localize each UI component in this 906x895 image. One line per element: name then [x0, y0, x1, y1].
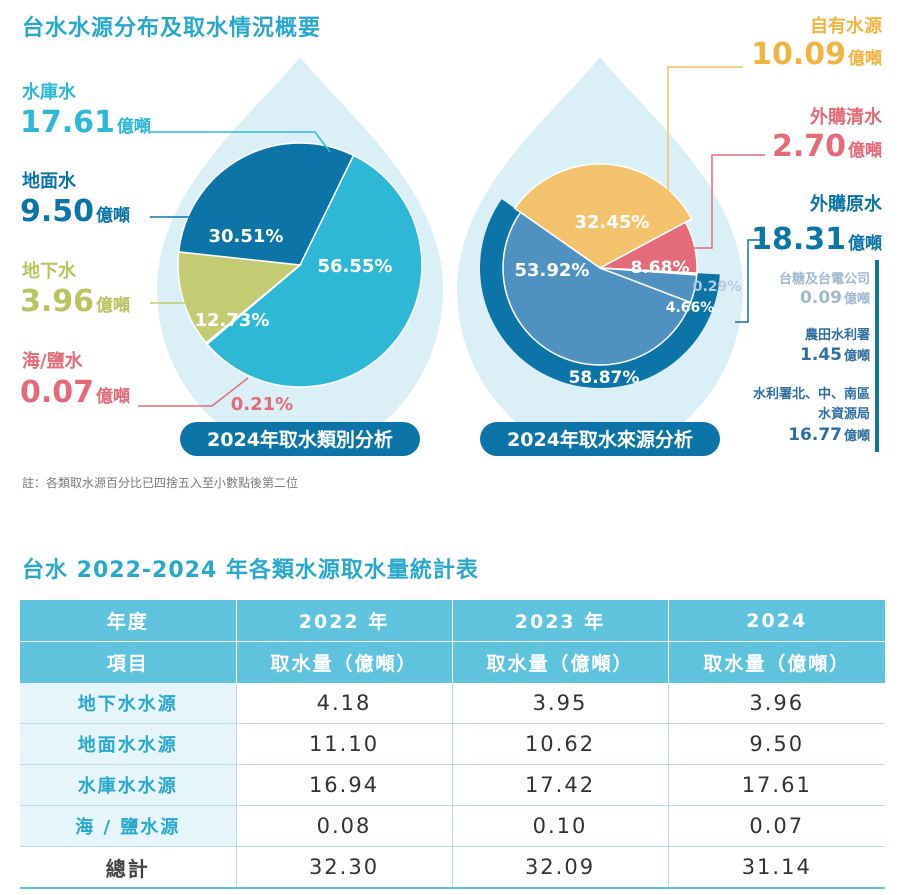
table-row: 海 / 鹽水源 0.08 0.10 0.07: [20, 805, 885, 847]
sub-sugar-power-name: 台糖及台電公司: [778, 272, 870, 287]
pie-label-right-2: 0.29%: [693, 279, 742, 295]
section-title-distribution: 台水水源分布及取水情況概要: [22, 16, 322, 41]
charts-svg: 56.55% 0.21% 12.73% 30.51% 32.45% 8.68%0.29%…: [138, 57, 879, 456]
legend-clean-value: 2.70 億噸: [771, 129, 882, 164]
leader-self: [667, 66, 743, 202]
pie-label-left-1: 0.21%: [231, 394, 293, 415]
sub-irrigation-value: 1.45 億噸: [800, 345, 870, 365]
right-chart-caption: 2024年取水來源分析: [507, 428, 693, 451]
left-caption-bg: [180, 422, 420, 456]
pie-label-left-3: 30.51%: [209, 226, 284, 247]
table-cell: 4.18: [236, 683, 453, 724]
pie-slice-right-4: [502, 211, 692, 366]
ring-label-raw-water: 58.87%: [569, 368, 640, 388]
left-pie-chart: 56.55% 0.21% 12.73% 30.51%: [177, 142, 423, 415]
legend-self-name: 自有水源: [810, 16, 882, 37]
right-pie-chart: 32.45% 8.68%0.29% 4.66% 53.92% 58.87%: [480, 163, 742, 388]
table-cell: 17.61: [668, 764, 885, 806]
pie-slice-left-3: [177, 142, 355, 266]
header-cell: 項目: [20, 641, 237, 683]
legend-self-value: 10.09 億噸: [751, 37, 882, 72]
header-cell: 取水量（億噸）: [452, 641, 669, 683]
section-title-table: 台水 2022-2024 年各類水源取水量統計表: [22, 558, 479, 583]
stats-table: 年度 2022 年 2023 年 2024 項目 取水量（億噸） 取水量（億噸）…: [20, 600, 885, 889]
header-cell: 取水量（億噸）: [236, 641, 453, 683]
legend-clean-name: 外購清水: [810, 107, 882, 128]
leader-reservoir: [150, 131, 331, 153]
header-cell: 2022 年: [236, 600, 453, 642]
legend-ground-name: 地下水: [22, 261, 76, 282]
row-label-total: 總計: [20, 846, 237, 889]
sub-irrigation-name: 農田水利署: [804, 328, 870, 343]
legend-sea-value: 0.07 億噸: [20, 375, 131, 410]
legend-raw-value: 18.31 億噸: [751, 222, 882, 257]
legend-ground-value: 3.96 億噸: [20, 284, 131, 319]
right-caption-bg: [480, 422, 720, 456]
legend-raw-name: 外購原水: [810, 194, 882, 215]
table-cell: 0.08: [236, 805, 453, 847]
leader-raw: [735, 239, 762, 323]
ring-segment-raw-water: [480, 199, 720, 388]
pie-slice-left-0: [206, 154, 423, 388]
table-total-row: 總計 32.30 32.09 31.14: [20, 846, 885, 889]
table-row: 水庫水水源 16.94 17.42 17.61: [20, 764, 885, 806]
table-cell: 0.10: [452, 805, 669, 847]
row-label: 海 / 鹽水源: [20, 805, 237, 847]
legend-reservoir-value: 17.61 億噸: [20, 105, 151, 140]
leader-sea: [138, 377, 249, 407]
header-cell: 2023 年: [452, 600, 669, 642]
table-cell: 17.42: [452, 764, 669, 806]
pie-label-right-3: 4.66%: [666, 300, 715, 316]
sub-sugar-power-value: 0.09 億噸: [800, 288, 870, 308]
table-row: 地下水水源 4.18 3.95 3.96: [20, 683, 885, 724]
leader-clean: [688, 154, 765, 249]
pie-label-left-2: 12.73%: [195, 310, 270, 331]
left-chart-caption: 2024年取水類別分析: [207, 428, 393, 451]
legend-surface-value: 9.50 億噸: [20, 194, 131, 229]
pie-label-right-4: 53.92%: [515, 260, 590, 281]
row-label: 地下水水源: [20, 683, 237, 724]
pie-label-right-0: 32.45%: [575, 212, 650, 233]
legend-sea-name: 海/鹽水: [22, 351, 83, 372]
pie-label-left-0: 56.55%: [318, 256, 393, 277]
sub-wra-value: 16.77 億噸: [788, 425, 870, 445]
header-row-year: 年度 2022 年 2023 年 2024: [20, 600, 885, 642]
legend-reservoir-name: 水庫水: [22, 82, 76, 103]
pie-label-right-1: 8.68%: [631, 258, 690, 278]
row-label: 地面水水源: [20, 723, 237, 765]
legend-surface-name: 地面水: [22, 171, 76, 192]
header-row-item: 項目 取水量（億噸） 取水量（億噸） 取水量（億噸）: [20, 641, 885, 683]
row-label: 水庫水水源: [20, 764, 237, 806]
table-cell: 16.94: [236, 764, 453, 806]
table-cell: 32.30: [236, 846, 453, 889]
sub-list-bar: [875, 260, 879, 452]
table-cell: 9.50: [668, 723, 885, 765]
table-row: 地面水水源 11.10 10.62 9.50: [20, 723, 885, 765]
table-cell: 10.62: [452, 723, 669, 765]
table-cell: 3.95: [452, 683, 669, 724]
table-cell: 3.96: [668, 683, 885, 724]
header-cell: 2024: [668, 600, 885, 642]
header-cell: 取水量（億噸）: [668, 641, 885, 683]
table-cell: 31.14: [668, 846, 885, 889]
sub-wra-name-line1: 水利署北、中、南區: [752, 387, 870, 402]
footnote: 註：各類取水源百分比已四捨五入至小數點後第二位: [22, 476, 299, 490]
table-cell: 0.07: [668, 805, 885, 847]
table-cell: 32.09: [452, 846, 669, 889]
sub-wra-name-line2: 水資源局: [817, 407, 870, 422]
pie-slice-left-2: [177, 251, 302, 344]
table-cell: 11.10: [236, 723, 453, 765]
header-cell: 年度: [20, 600, 237, 642]
